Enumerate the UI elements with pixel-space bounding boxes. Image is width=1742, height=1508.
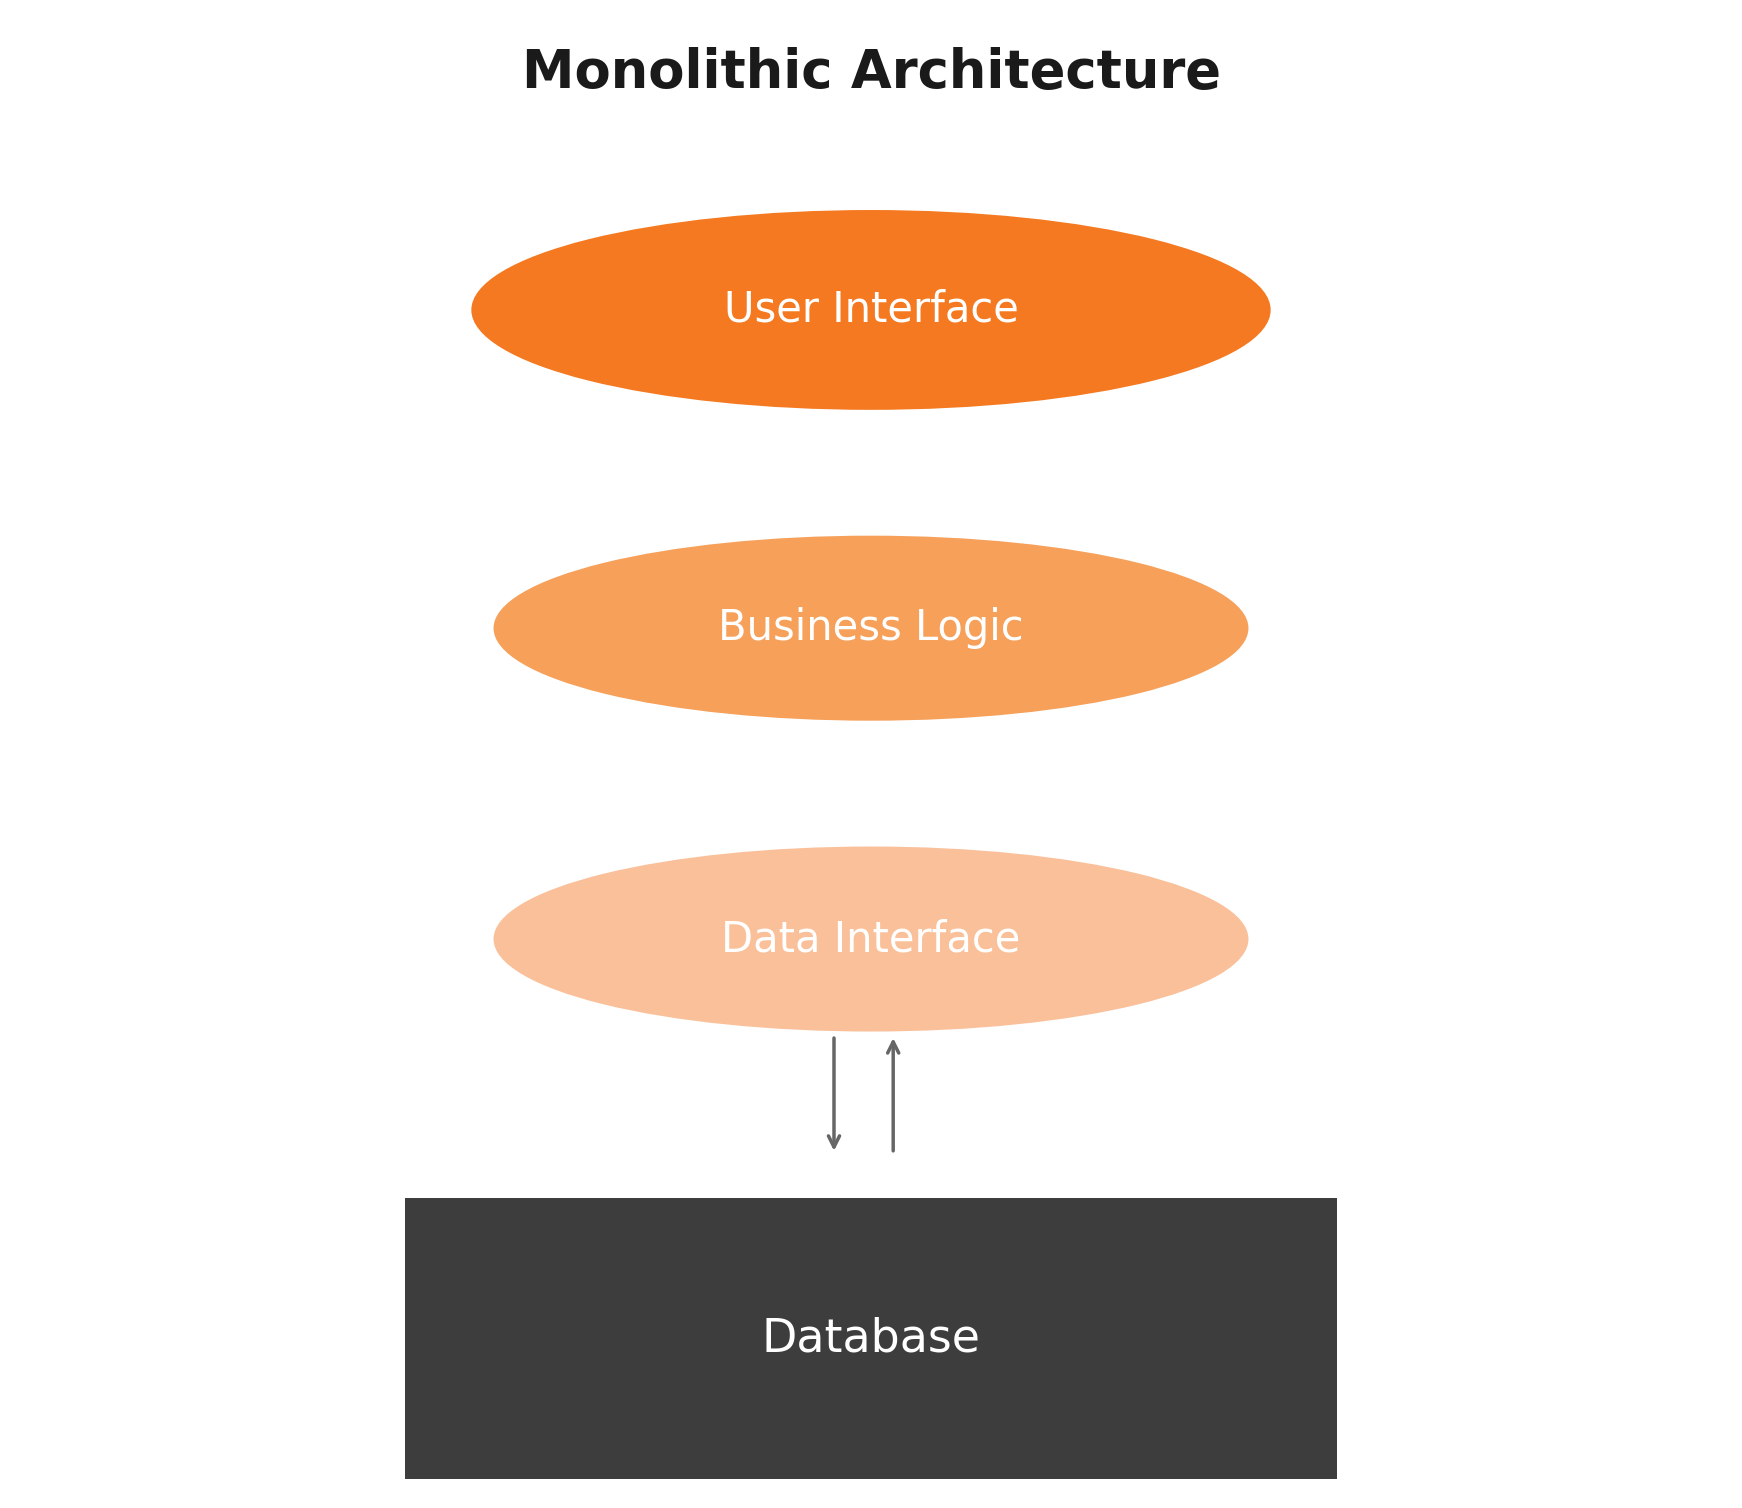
Text: Database: Database — [761, 1316, 981, 1362]
Text: Data Interface: Data Interface — [721, 918, 1021, 961]
Ellipse shape — [493, 535, 1249, 721]
Text: Business Logic: Business Logic — [718, 608, 1024, 648]
FancyBboxPatch shape — [404, 1197, 1338, 1479]
Ellipse shape — [472, 210, 1270, 410]
Ellipse shape — [493, 846, 1249, 1031]
Text: User Interface: User Interface — [723, 290, 1019, 330]
Text: Monolithic Architecture: Monolithic Architecture — [521, 47, 1221, 100]
